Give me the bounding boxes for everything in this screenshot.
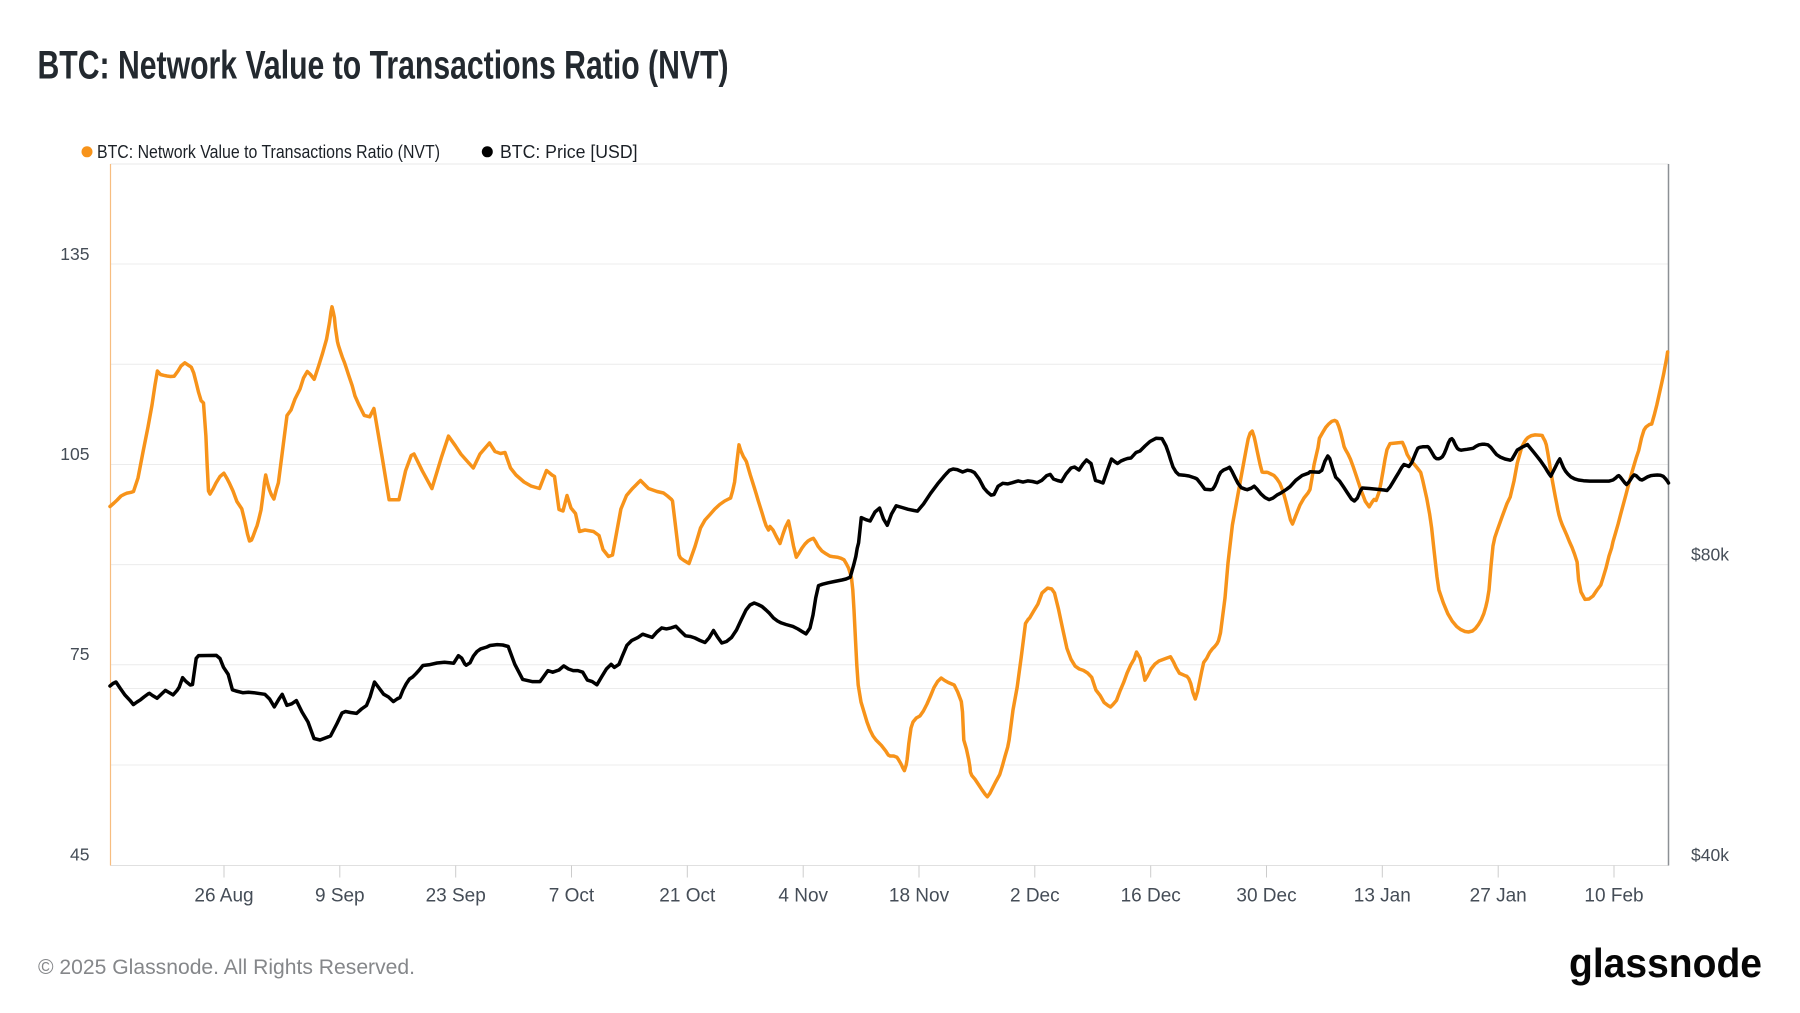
svg-text:26 Aug: 26 Aug bbox=[194, 886, 253, 907]
svg-text:75: 75 bbox=[70, 644, 89, 664]
svg-text:16 Dec: 16 Dec bbox=[1121, 886, 1181, 907]
svg-text:BTC: Price [USD]: BTC: Price [USD] bbox=[500, 142, 638, 162]
svg-text:10 Feb: 10 Feb bbox=[1584, 886, 1643, 907]
svg-text:45: 45 bbox=[70, 844, 89, 864]
svg-text:BTC: Network Value to Transact: BTC: Network Value to Transactions Ratio… bbox=[38, 44, 729, 88]
svg-text:glassnode: glassnode bbox=[1569, 940, 1762, 986]
svg-text:BTC: Network Value to Transact: BTC: Network Value to Transactions Ratio… bbox=[97, 142, 440, 162]
svg-text:7 Oct: 7 Oct bbox=[549, 886, 595, 907]
svg-text:135: 135 bbox=[60, 244, 89, 264]
svg-text:105: 105 bbox=[60, 444, 89, 464]
svg-text:18 Nov: 18 Nov bbox=[889, 886, 950, 907]
svg-text:4 Nov: 4 Nov bbox=[778, 886, 828, 907]
svg-text:© 2025 Glassnode. All Rights R: © 2025 Glassnode. All Rights Reserved. bbox=[38, 956, 415, 979]
svg-text:23 Sep: 23 Sep bbox=[426, 886, 486, 907]
svg-text:27 Jan: 27 Jan bbox=[1470, 886, 1527, 907]
svg-text:$40k: $40k bbox=[1691, 845, 1729, 865]
svg-text:2 Dec: 2 Dec bbox=[1010, 886, 1060, 907]
svg-text:13 Jan: 13 Jan bbox=[1354, 886, 1411, 907]
svg-text:21 Oct: 21 Oct bbox=[659, 886, 716, 907]
svg-text:$80k: $80k bbox=[1691, 545, 1729, 565]
svg-text:30 Dec: 30 Dec bbox=[1236, 886, 1296, 907]
svg-text:9 Sep: 9 Sep bbox=[315, 886, 365, 907]
